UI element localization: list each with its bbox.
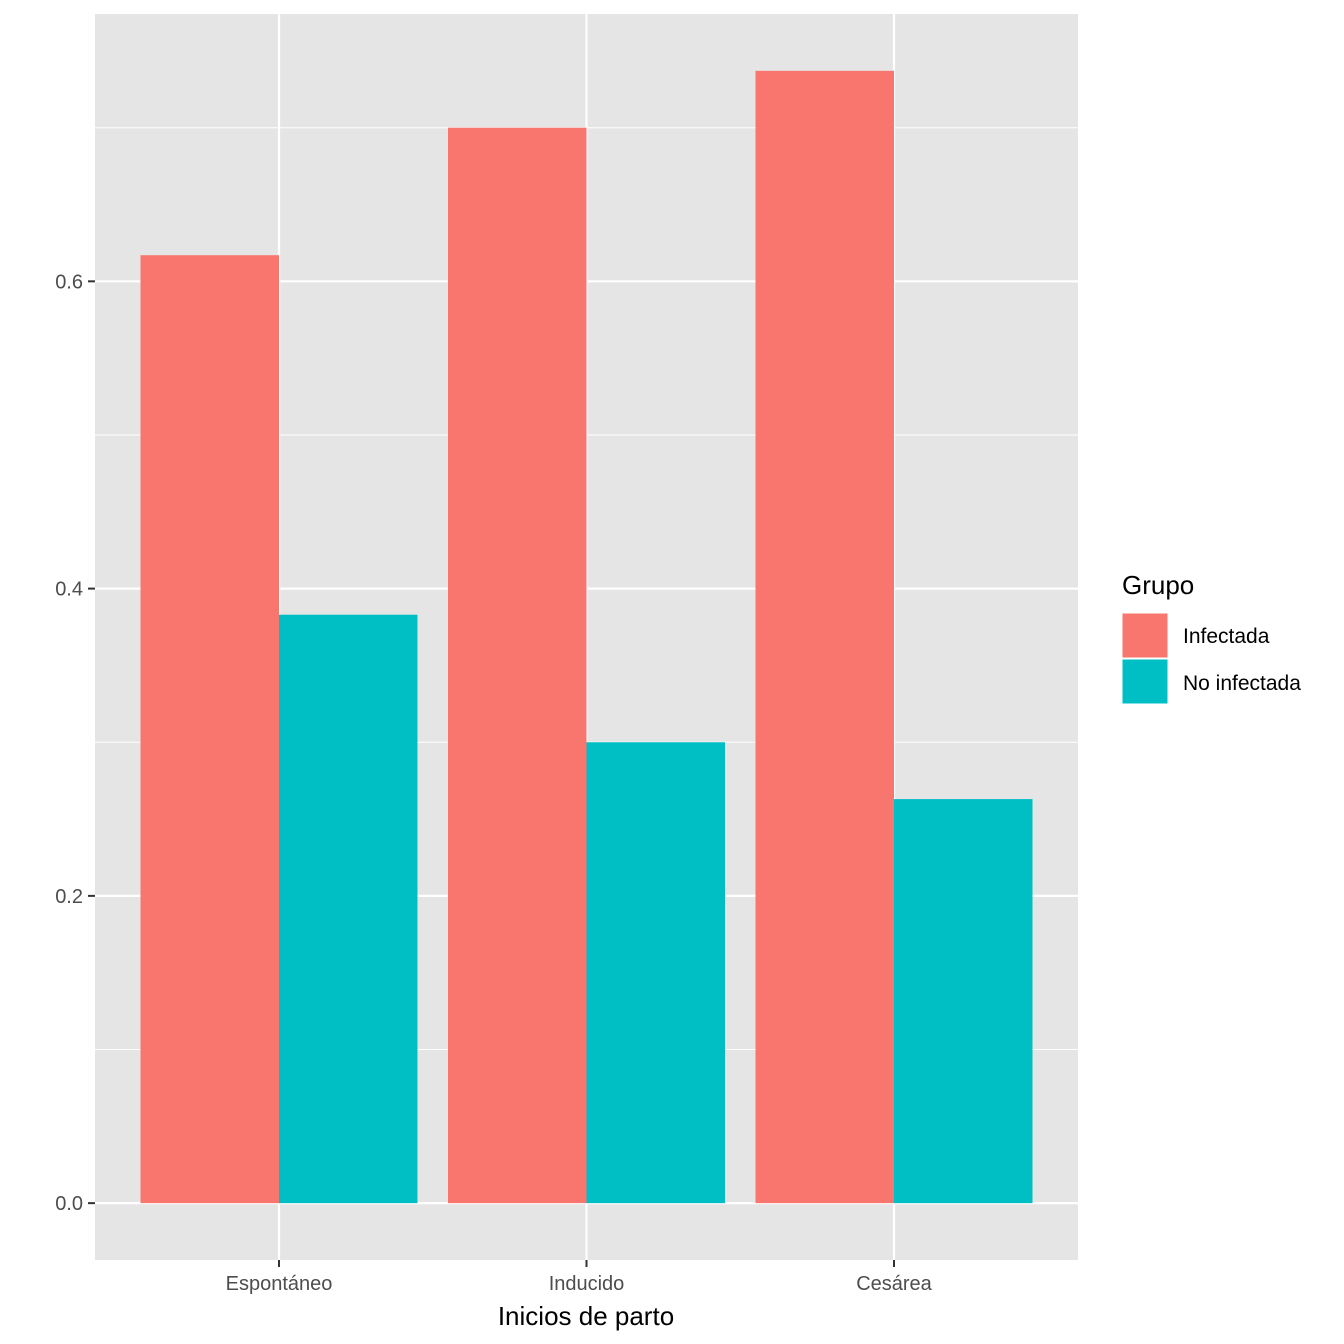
legend-key-infectada (1121, 612, 1169, 659)
bar-no-infectada-2 (894, 799, 1033, 1204)
bars (140, 70, 1033, 1204)
bar-infectada-2 (755, 70, 894, 1204)
y-axis: 0.0 0.2 0.4 0.6 (55, 271, 95, 1215)
y-tick-label: 0.6 (55, 271, 83, 293)
x-tick-label: Espontáneo (226, 1273, 333, 1295)
bar-infectada-0 (140, 255, 279, 1204)
legend-label-infectada: Infectada (1183, 625, 1270, 648)
legend-title: Grupo (1122, 570, 1194, 600)
legend-label-no-infectada: No infectada (1183, 672, 1301, 695)
x-axis: Espontáneo Inducido Cesárea (226, 1260, 933, 1295)
bar-infectada-1 (448, 127, 587, 1204)
y-tick-label: 0.4 (55, 579, 83, 601)
bar-no-infectada-0 (279, 614, 418, 1204)
legend: Grupo Infectada No infectada (1121, 570, 1301, 705)
legend-key-no-infectada (1121, 658, 1169, 705)
x-tick-label: Inducido (549, 1273, 625, 1295)
y-tick-label: 0.0 (55, 1193, 83, 1215)
bar-no-infectada-1 (586, 742, 725, 1204)
x-tick-label: Cesárea (856, 1273, 932, 1295)
y-tick-label: 0.2 (55, 886, 83, 908)
x-axis-title: Inicios de parto (498, 1301, 674, 1331)
